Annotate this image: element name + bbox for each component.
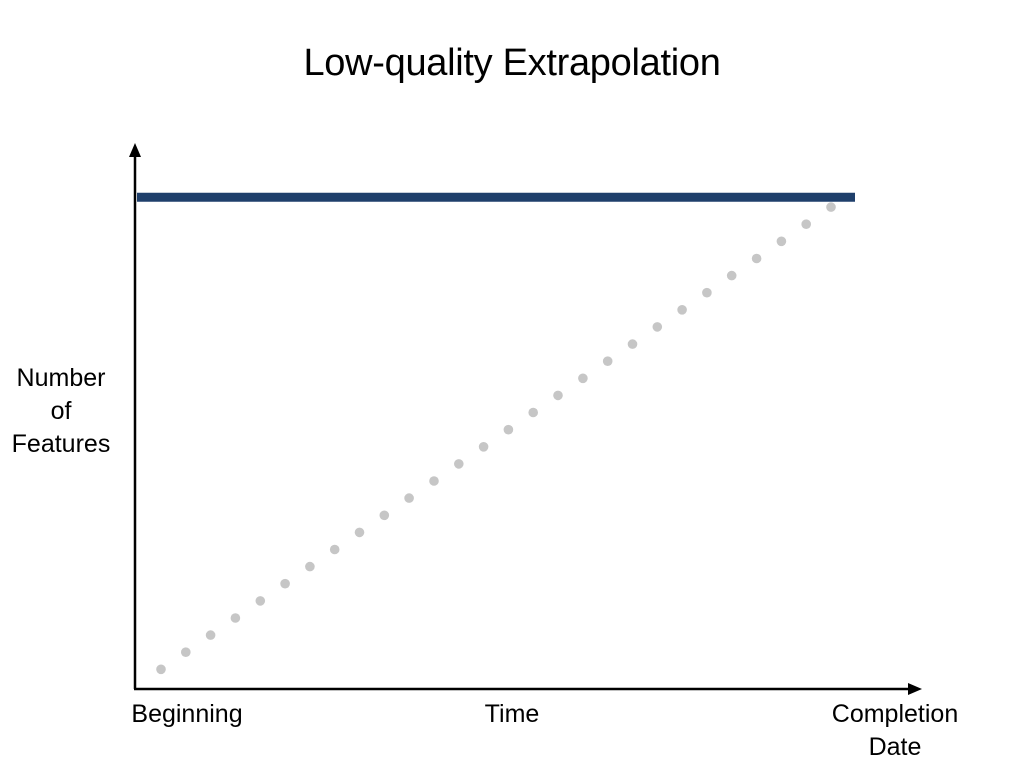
projection-dot xyxy=(329,544,340,555)
projection-dot xyxy=(454,459,464,469)
page-title: Low-quality Extrapolation xyxy=(303,42,721,84)
projection-dot xyxy=(677,305,687,315)
projection-dot xyxy=(255,596,266,606)
axes xyxy=(129,143,922,695)
projection-dot xyxy=(379,510,390,521)
y-axis-arrowhead xyxy=(129,143,141,157)
projection-dot xyxy=(776,236,787,247)
projection-dot xyxy=(230,613,241,623)
projection-dot xyxy=(280,578,290,589)
y-axis-label: Number of Features xyxy=(0,362,122,461)
projection-dot xyxy=(305,561,315,572)
projection-dot xyxy=(553,390,563,401)
projection-dot xyxy=(503,424,514,435)
projection-dot xyxy=(181,647,191,657)
projection-dot xyxy=(751,253,762,264)
projection-dots xyxy=(156,202,836,675)
projection-dot xyxy=(205,630,216,640)
y-axis-label-line: Number xyxy=(16,364,106,392)
projection-dot xyxy=(156,664,166,675)
x-axis-end-label-line: Completion xyxy=(831,700,959,728)
projection-dot xyxy=(702,287,712,298)
projection-dot xyxy=(726,270,737,281)
x-axis-title: Time xyxy=(484,700,540,728)
projection-dot xyxy=(429,476,439,486)
projection-dot xyxy=(627,339,638,349)
projection-dot xyxy=(826,202,836,212)
projection-dot xyxy=(801,219,811,229)
x-axis-end-label-line: Date xyxy=(868,733,922,761)
x-axis-arrowhead xyxy=(908,683,922,695)
projection-dot xyxy=(652,322,663,332)
projection-dot xyxy=(528,407,538,418)
projection-dot xyxy=(478,442,489,452)
projection-dot xyxy=(602,356,613,367)
x-axis-end-label: Completion Date xyxy=(812,698,978,764)
y-axis-label-line: Features xyxy=(11,430,111,458)
projection-dot xyxy=(354,527,365,538)
x-axis-start-label: Beginning xyxy=(131,700,243,728)
projection-dot xyxy=(578,373,588,384)
y-axis-label-line: of xyxy=(50,397,72,425)
projection-dot xyxy=(404,493,414,503)
